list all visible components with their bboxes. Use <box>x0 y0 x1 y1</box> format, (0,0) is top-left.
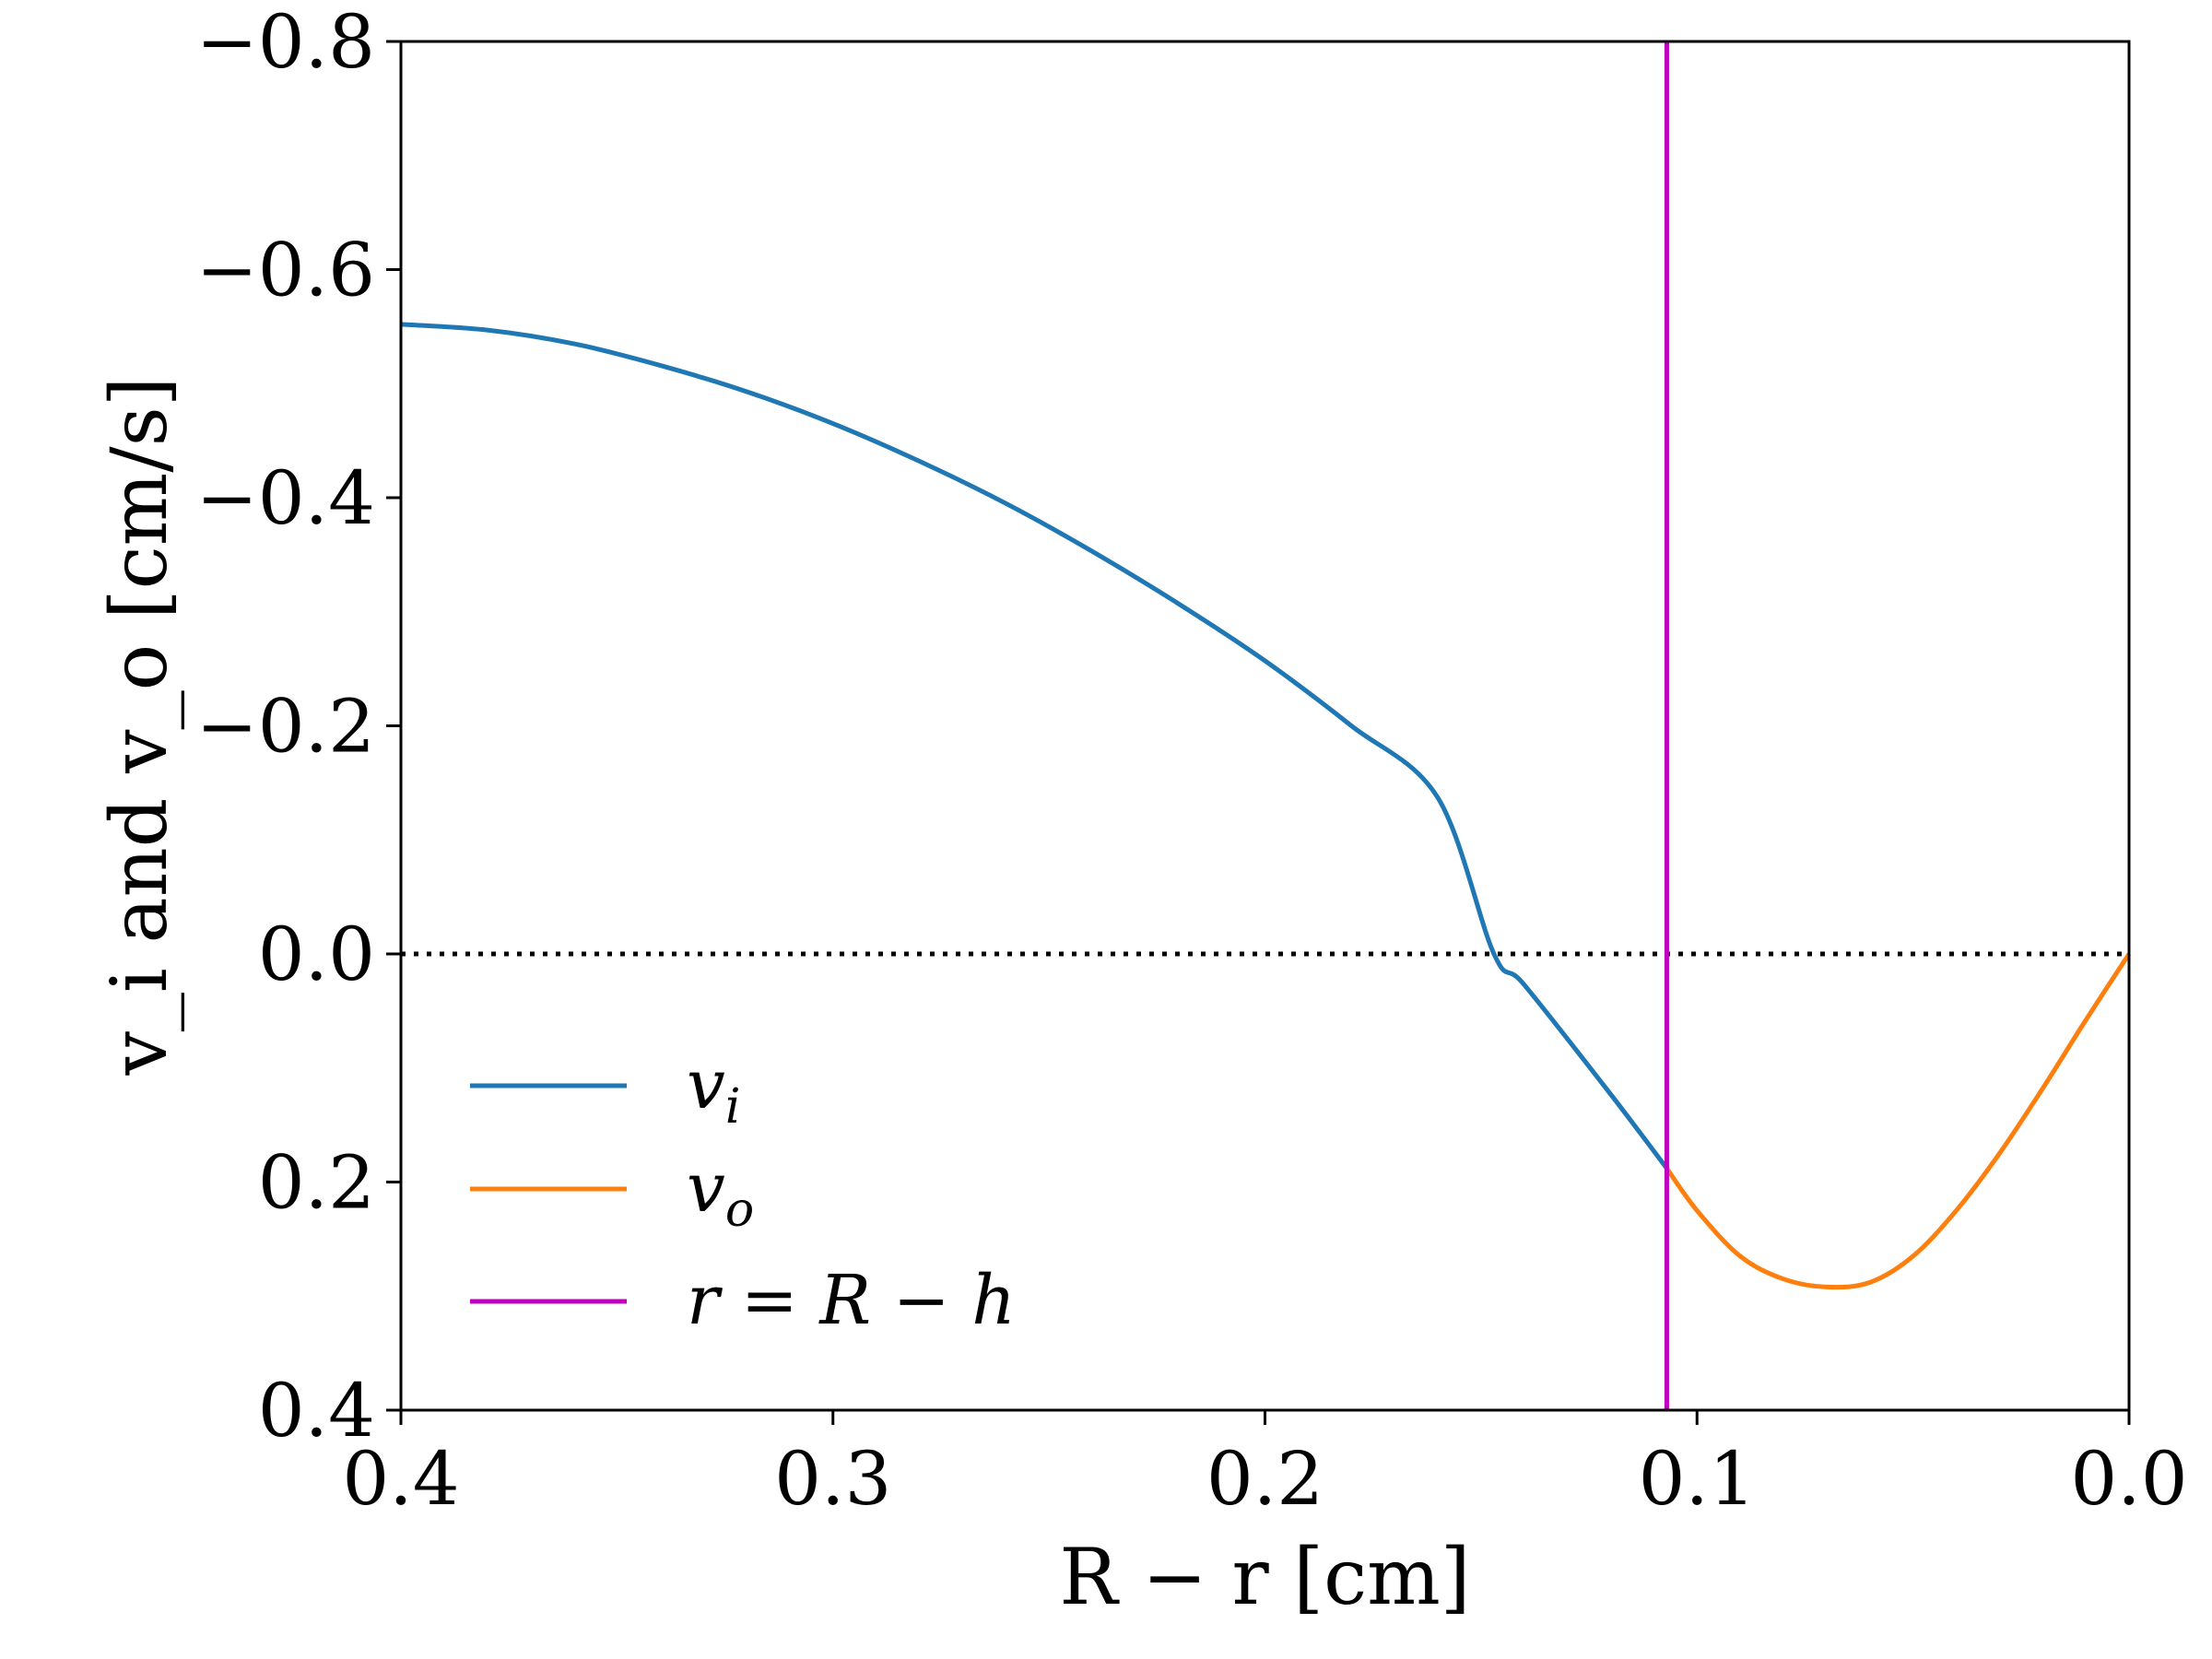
axes-layer: 0.4 0.3 0.2 0.1 0.0 −0.8 −0.6 −0.4 −0.2 0.0 0.2 0.4 <box>196 0 2188 1522</box>
y-tick-label: 0.0 <box>258 912 375 997</box>
legend-label: vo <box>687 1148 754 1238</box>
legend-label: r = R − h <box>687 1261 1016 1340</box>
series-line-i <box>400 322 1669 1171</box>
x-tick-label: 0.3 <box>774 1436 891 1522</box>
y-tick-label: −0.2 <box>196 684 375 770</box>
y-axis-title: v_i and v_o [cm/s] <box>94 376 184 1076</box>
x-tick-label: 0.4 <box>342 1436 459 1522</box>
x-tick-label: 0.1 <box>1639 1436 1756 1522</box>
series-line-o <box>1665 952 2132 1290</box>
legend: vi vo r = R − h <box>470 1045 1016 1340</box>
y-tick-label: −0.8 <box>196 0 375 85</box>
y-tick-label: 0.2 <box>258 1140 375 1226</box>
axes-frame <box>399 40 2131 1412</box>
y-tick-label: −0.4 <box>196 455 375 541</box>
y-tick-label: −0.6 <box>196 228 375 313</box>
y-tick-label: 0.4 <box>258 1368 375 1453</box>
x-axis-title: R − r [cm] <box>1059 1532 1470 1622</box>
legend-label: vi <box>687 1045 740 1135</box>
x-tick-label: 0.0 <box>2070 1436 2187 1522</box>
series-layer <box>400 41 2132 1410</box>
x-tick-label: 0.2 <box>1206 1436 1324 1522</box>
